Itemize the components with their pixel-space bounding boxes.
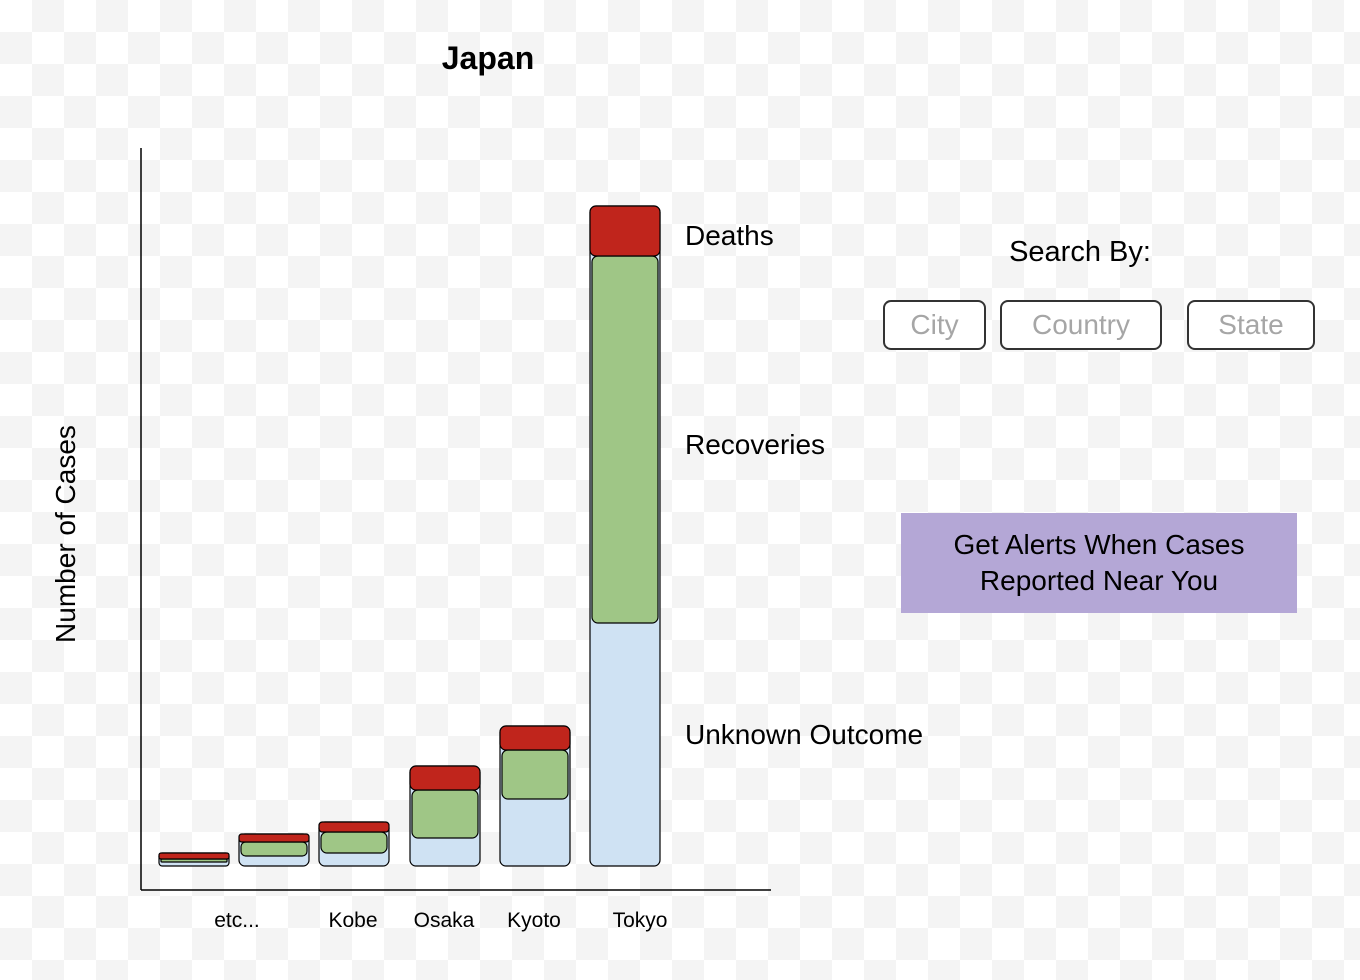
bar-0 [158, 852, 230, 867]
search-country-button[interactable]: Country [1000, 300, 1162, 350]
bar-deaths [158, 852, 230, 860]
alert-line-1: Get Alerts When Cases [953, 529, 1245, 560]
bar-3 [409, 765, 481, 867]
bar-deaths [589, 205, 661, 257]
search-by-label: Search By: [1009, 236, 1151, 268]
x-tick-label: Kobe [328, 909, 377, 932]
search-state-button[interactable]: State [1187, 300, 1315, 350]
chart-title: Japan [441, 40, 535, 76]
get-alerts-button[interactable]: Get Alerts When Cases Reported Near You [901, 513, 1297, 613]
bar-deaths [499, 725, 571, 751]
x-tick-label: Tokyo [613, 909, 668, 932]
x-tick-labels: etc... Kobe Osaka Kyoto Tokyo [214, 909, 667, 932]
bar-recoveries [240, 841, 308, 857]
unknown-outcome-label: Unknown Outcome [685, 719, 924, 750]
bar-recoveries [320, 831, 388, 854]
x-tick-label: Osaka [414, 909, 475, 932]
bar-recoveries [591, 255, 659, 624]
bar-deaths [238, 833, 310, 843]
bar-2 [318, 821, 390, 867]
x-tick-label: etc... [214, 909, 260, 932]
x-tick-label: Kyoto [507, 909, 561, 932]
deaths-label: Deaths [685, 220, 774, 251]
bar-deaths [318, 821, 390, 833]
bar-5 [589, 205, 661, 867]
bar-recoveries [411, 789, 479, 839]
alert-line-2: Reported Near You [979, 565, 1219, 596]
bars-group [158, 205, 661, 867]
bar-deaths [409, 765, 481, 791]
bar-4 [499, 725, 571, 867]
recoveries-label: Recoveries [685, 429, 826, 460]
bar-recoveries [501, 749, 569, 800]
search-city-button[interactable]: City [883, 300, 986, 350]
bar-1 [238, 833, 310, 867]
